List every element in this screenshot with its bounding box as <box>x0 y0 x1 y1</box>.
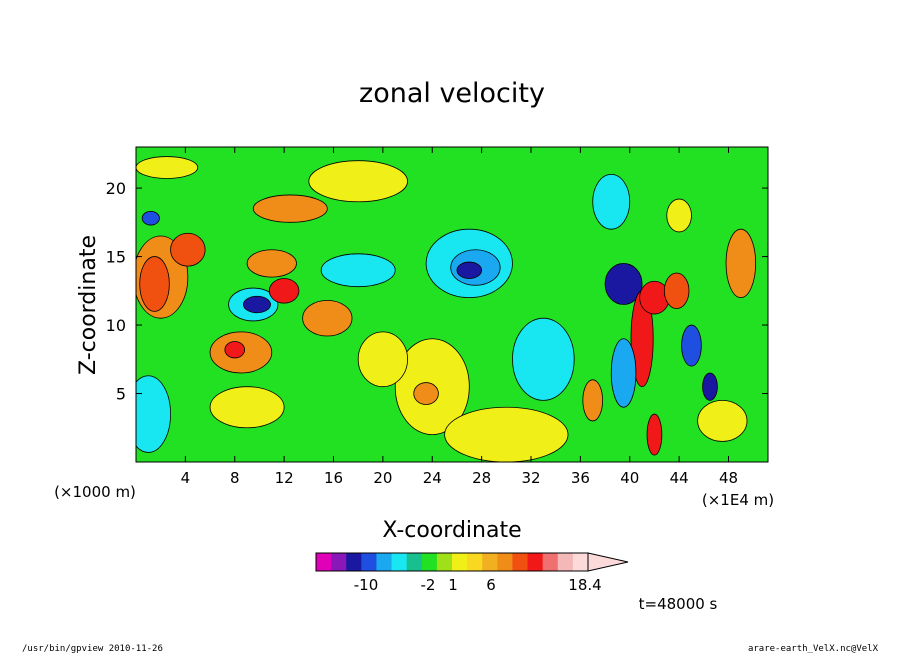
colorbar-swatch <box>346 553 362 571</box>
contour-region <box>170 232 206 267</box>
colorbar-swatch <box>542 553 559 571</box>
x-axis: 4 8 12 16 20 24 28 32 36 40 44 48 <box>181 147 738 487</box>
colorbar-swatch <box>361 553 377 571</box>
contour-region <box>139 256 170 312</box>
contour-region <box>136 375 171 453</box>
contour-region <box>702 372 718 401</box>
contour-region <box>413 382 439 405</box>
x-axis-label: X-coordinate <box>382 518 521 543</box>
x-tick-label: 48 <box>719 469 738 487</box>
y-tick-label: 15 <box>106 248 126 267</box>
colorbar-swatch <box>512 553 529 571</box>
y-tick-label: 10 <box>106 316 126 335</box>
colorbar-swatch <box>557 553 574 571</box>
contour-region <box>666 198 692 233</box>
contour-region <box>663 272 690 310</box>
colorbar-swatch <box>572 553 589 571</box>
colorbar-swatch <box>527 553 544 571</box>
contour-region <box>252 194 328 223</box>
y-tick-label: 20 <box>106 179 126 198</box>
contour-region <box>444 406 569 462</box>
x-tick-label: 12 <box>275 469 294 487</box>
contour-region <box>141 210 160 226</box>
time-label: t=48000 s <box>639 595 718 613</box>
colorbar-swatch <box>482 553 498 571</box>
footer-left: /usr/bin/gpview 2010-11-26 <box>22 644 163 654</box>
colorbar-swatch <box>497 553 513 571</box>
colorbar-swatch <box>436 553 453 571</box>
contour-region <box>604 263 643 305</box>
x-tick-label: 8 <box>230 469 240 487</box>
y-tick-label: 5 <box>116 385 126 404</box>
colorbar: -10 -2 1 6 18.4 <box>315 552 629 594</box>
x-tick-label: 44 <box>670 469 689 487</box>
colorbar-swatch <box>391 553 408 571</box>
contour-region <box>320 253 396 288</box>
colorbar-swatch <box>452 553 468 571</box>
contour-region <box>646 413 663 456</box>
colorbar-frame <box>315 552 589 572</box>
x-tick-label: 20 <box>373 469 392 487</box>
colorbar-swatch <box>406 553 423 571</box>
x-tick-label: 4 <box>181 469 191 487</box>
contour-region <box>224 341 246 359</box>
contour-region <box>610 338 637 408</box>
colorbar-label: 18.4 <box>568 576 601 594</box>
y-axis: 5 10 15 20 <box>106 179 768 404</box>
colorbar-swatch <box>376 553 393 571</box>
contour-field <box>136 147 768 462</box>
colorbar-label: 6 <box>486 576 496 594</box>
contour-region <box>512 317 575 401</box>
colorbar-label: -2 <box>421 576 436 594</box>
contour-region <box>308 160 408 203</box>
colorbar-swatch <box>316 553 332 571</box>
colorbar-swatch <box>467 553 483 571</box>
contour-region <box>582 379 603 422</box>
colorbar-arrow <box>587 552 629 572</box>
contour-region <box>357 331 408 388</box>
x-tick-label: 40 <box>620 469 639 487</box>
colorbar-swatch <box>421 553 438 571</box>
x-tick-label: 28 <box>472 469 491 487</box>
contour-region <box>456 261 483 279</box>
y-axis-label: Z-coordinate <box>76 235 101 375</box>
contour-region <box>136 156 199 179</box>
contour-region <box>268 278 300 304</box>
contour-region <box>302 299 353 337</box>
x-unit-right: (×1E4 m) <box>702 491 774 509</box>
colorbar-swatch <box>331 553 347 571</box>
contour-region <box>246 249 297 278</box>
colorbar-label: -10 <box>354 576 379 594</box>
chart-title: zonal velocity <box>359 78 545 109</box>
contour-region <box>725 228 757 299</box>
plot-frame <box>135 146 769 463</box>
x-tick-label: 36 <box>571 469 590 487</box>
x-unit-left: (×1000 m) <box>54 483 136 501</box>
x-tick-label: 24 <box>423 469 442 487</box>
contour-region <box>209 386 285 429</box>
contour-region <box>592 173 631 230</box>
contour-region <box>242 295 271 314</box>
x-tick-label: 16 <box>324 469 343 487</box>
contour-region <box>681 324 702 367</box>
x-tick-label: 32 <box>521 469 540 487</box>
contour-region <box>697 399 748 442</box>
colorbar-label: 1 <box>448 576 458 594</box>
footer-right: arare-earth_VelX.nc@VelX <box>748 644 879 654</box>
